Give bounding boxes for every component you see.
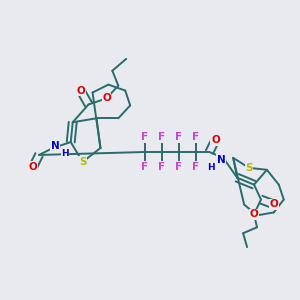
Text: F: F: [192, 132, 199, 142]
Text: F: F: [175, 132, 182, 142]
Text: F: F: [142, 132, 148, 142]
Text: F: F: [142, 162, 148, 172]
Text: N: N: [50, 141, 59, 151]
Text: F: F: [175, 162, 182, 172]
Text: H: H: [208, 163, 215, 172]
Text: O: O: [269, 200, 278, 209]
Text: O: O: [211, 135, 220, 145]
Text: S: S: [79, 157, 86, 167]
Text: O: O: [29, 162, 38, 172]
Text: S: S: [245, 163, 253, 173]
Text: O: O: [102, 94, 111, 103]
Text: F: F: [158, 162, 166, 172]
Text: F: F: [158, 132, 166, 142]
Text: F: F: [192, 162, 199, 172]
Text: O: O: [76, 85, 85, 96]
Text: H: H: [61, 149, 69, 158]
Text: N: N: [217, 155, 226, 165]
Text: O: O: [250, 209, 258, 219]
